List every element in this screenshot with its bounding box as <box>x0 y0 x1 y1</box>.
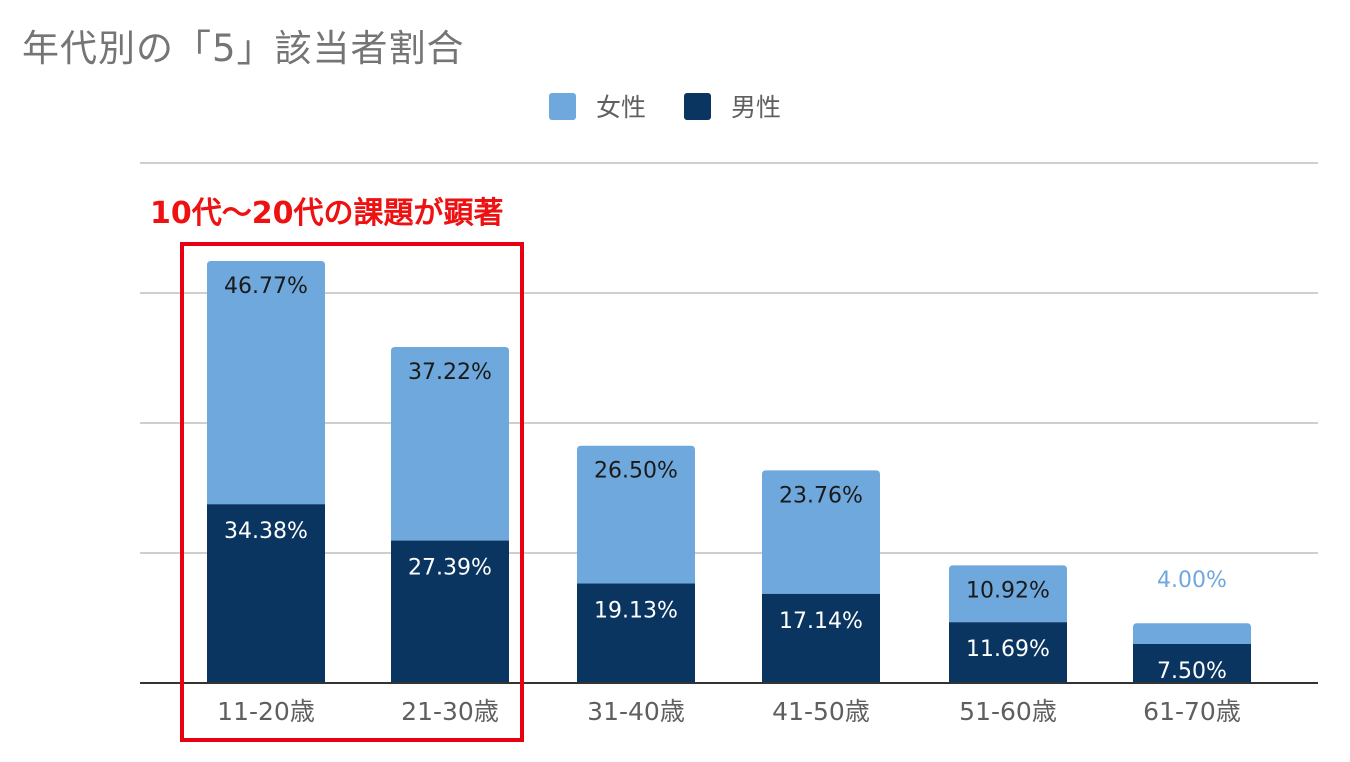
bar-male <box>949 622 1067 683</box>
legend-label-female: 女性 <box>596 93 647 122</box>
data-label-male: 19.13% <box>594 599 678 624</box>
data-label-female: 26.50% <box>594 459 678 484</box>
highlight-box <box>180 242 524 742</box>
data-label-female: 10.92% <box>966 578 1050 603</box>
highlight-annotation: 10代〜20代の課題が顕著 <box>150 196 504 231</box>
data-label-female: 37.22% <box>408 360 492 385</box>
legend-item-male: 男性 <box>684 88 781 124</box>
legend-label-male: 男性 <box>731 93 782 122</box>
legend-swatch-male <box>684 92 712 120</box>
chart-legend: 女性 男性 <box>549 88 819 124</box>
x-tick-label: 61-70歳 <box>1143 697 1241 726</box>
data-label-female: 46.77% <box>224 274 308 299</box>
bar-female <box>762 470 880 594</box>
x-tick-label: 41-50歳 <box>772 697 870 726</box>
data-label-female: 23.76% <box>779 483 863 508</box>
x-tick-label: 31-40歳 <box>587 697 685 726</box>
data-label-male: 17.14% <box>779 609 863 634</box>
legend-item-female: 女性 <box>549 88 646 124</box>
data-label-male: 27.39% <box>408 556 492 581</box>
bar-male <box>762 593 880 683</box>
chart-title: 年代別の「5」該当者割合 <box>22 27 465 70</box>
bar-female <box>391 347 509 541</box>
data-label-male: 7.50% <box>1157 659 1227 684</box>
x-tick-label: 21-30歳 <box>401 697 499 726</box>
bar-female <box>1133 623 1251 644</box>
bar-male <box>577 583 695 683</box>
bar-female <box>949 565 1067 623</box>
bar-male <box>391 540 509 683</box>
bar-female <box>207 261 325 505</box>
x-tick-label: 11-20歳 <box>217 697 315 726</box>
data-label-female: 4.00% <box>1157 568 1227 593</box>
bar-male <box>207 504 325 683</box>
data-label-male: 34.38% <box>224 519 308 544</box>
x-tick-label: 51-60歳 <box>959 697 1057 726</box>
legend-swatch-female <box>549 92 576 120</box>
bar-male <box>1133 644 1251 683</box>
data-label-male: 11.69% <box>966 637 1050 662</box>
bar-female <box>577 445 695 584</box>
